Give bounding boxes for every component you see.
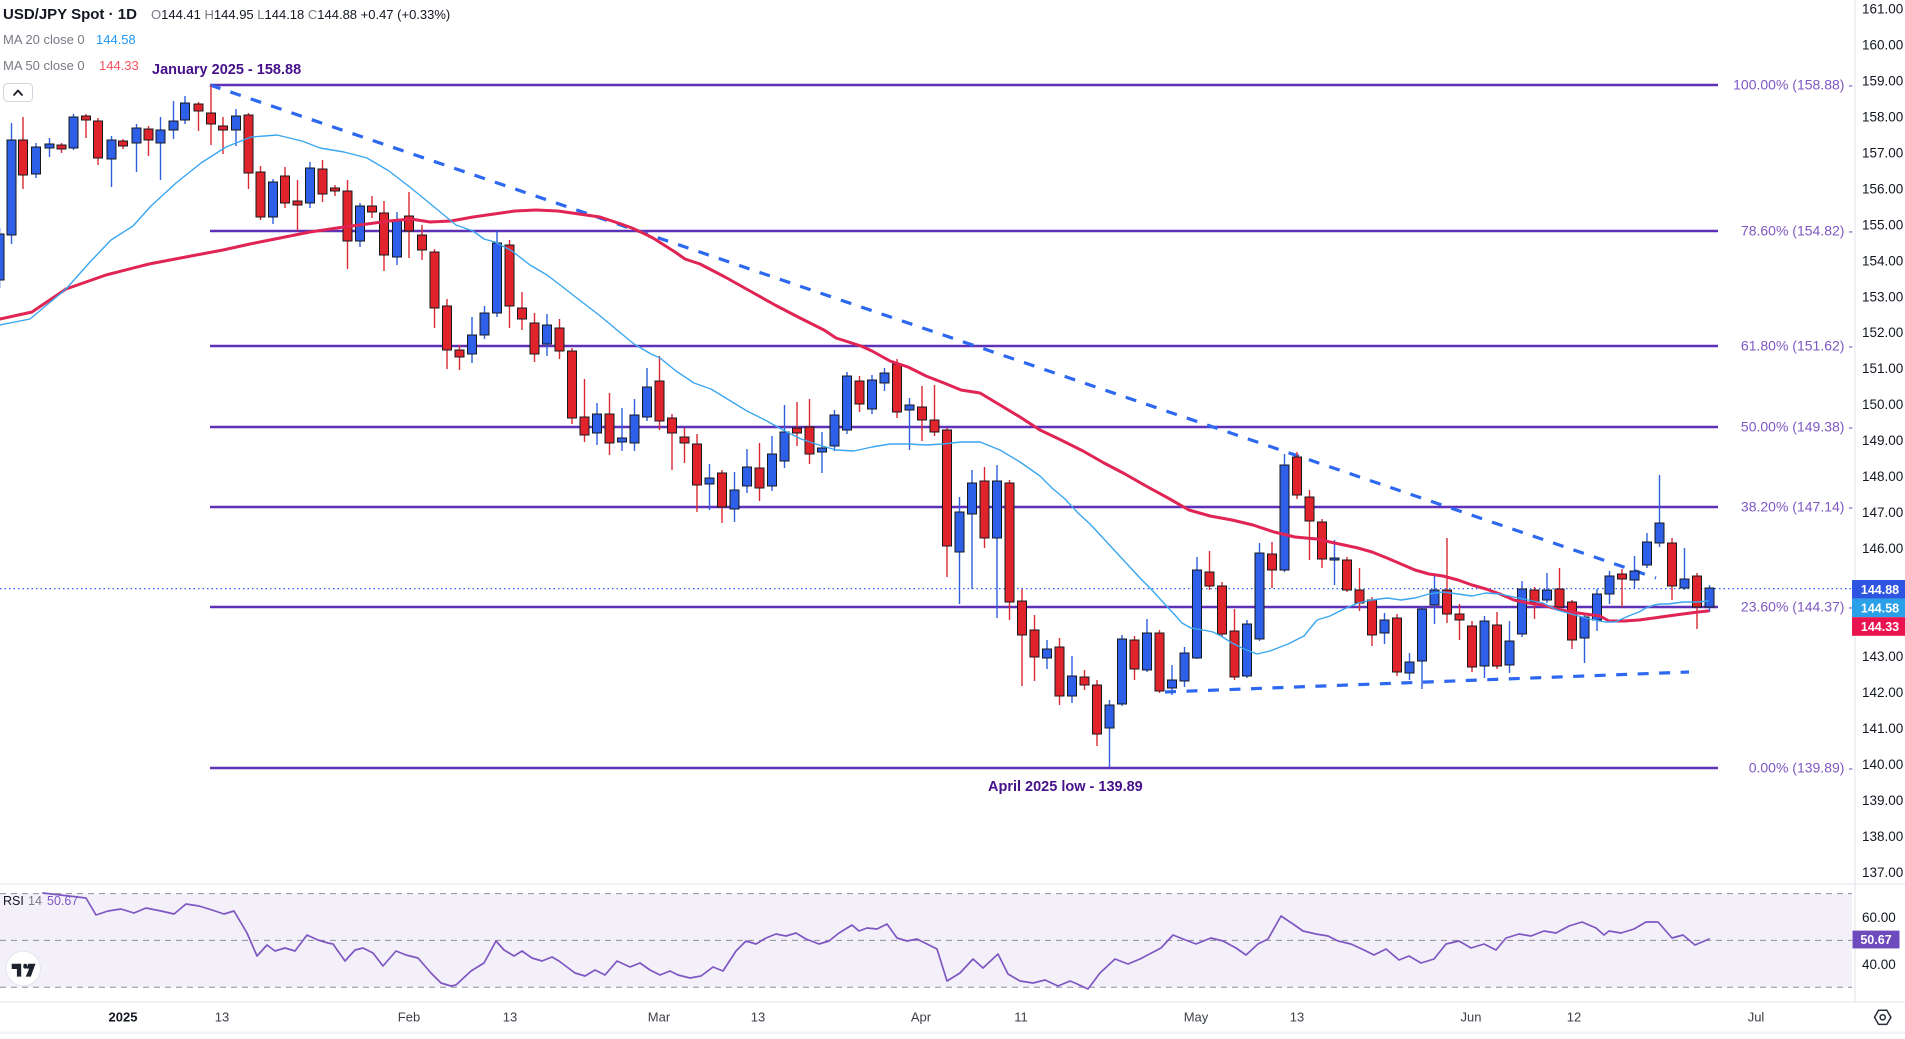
svg-text:147.00: 147.00 [1862,505,1903,520]
svg-text:151.00: 151.00 [1862,361,1903,376]
svg-text:61.80% (151.62) -: 61.80% (151.62) - [1741,338,1853,354]
svg-text:13: 13 [751,1010,765,1025]
svg-text:0.00% (139.89) -: 0.00% (139.89) - [1749,760,1854,776]
svg-text:50.67: 50.67 [1860,933,1891,947]
svg-text:141.00: 141.00 [1862,721,1903,736]
svg-text:38.20% (147.14) -: 38.20% (147.14) - [1741,499,1853,515]
svg-text:January 2025 - 158.88: January 2025 - 158.88 [152,62,301,78]
svg-text:Jul: Jul [1748,1010,1765,1025]
svg-text:160.00: 160.00 [1862,38,1903,53]
svg-text:150.00: 150.00 [1862,397,1903,412]
svg-text:23.60% (144.37) -: 23.60% (144.37) - [1741,599,1853,615]
svg-text:RSI: RSI [3,894,24,908]
svg-text:April 2025 low - 139.89: April 2025 low - 139.89 [988,779,1143,795]
svg-text:139.00: 139.00 [1862,793,1903,808]
svg-text:60.00: 60.00 [1862,910,1896,925]
svg-text:138.00: 138.00 [1862,829,1903,844]
svg-text:Apr: Apr [911,1010,932,1025]
svg-text:137.00: 137.00 [1862,865,1903,880]
svg-text:100.00% (158.88) -: 100.00% (158.88) - [1733,77,1853,93]
svg-text:156.00: 156.00 [1862,181,1903,196]
svg-text:13: 13 [1290,1010,1304,1025]
svg-text:149.00: 149.00 [1862,433,1903,448]
svg-text:144.33: 144.33 [1861,620,1899,634]
svg-text:14: 14 [28,894,42,908]
svg-text:USD/JPY Spot · 1D: USD/JPY Spot · 1D [3,6,137,23]
svg-text:143.00: 143.00 [1862,649,1903,664]
svg-text:11: 11 [1014,1010,1028,1025]
svg-text:153.00: 153.00 [1862,289,1903,304]
svg-text:Mar: Mar [648,1010,671,1025]
svg-text:144.58: 144.58 [96,32,136,47]
svg-text:152.00: 152.00 [1862,325,1903,340]
svg-text:78.60% (154.82) -: 78.60% (154.82) - [1741,223,1853,239]
svg-text:158.00: 158.00 [1862,109,1903,124]
svg-text:12: 12 [1567,1010,1581,1025]
svg-text:13: 13 [215,1010,229,1025]
svg-text:161.00: 161.00 [1862,2,1903,17]
svg-text:144.33: 144.33 [99,58,139,73]
svg-text:40.00: 40.00 [1862,957,1896,972]
svg-text:146.00: 146.00 [1862,541,1903,556]
svg-text:Feb: Feb [398,1010,420,1025]
svg-text:Jun: Jun [1461,1010,1482,1025]
svg-text:142.00: 142.00 [1862,685,1903,700]
svg-text:154.00: 154.00 [1862,253,1903,268]
svg-text:MA 50 close 0: MA 50 close 0 [3,58,85,73]
svg-text:May: May [1184,1010,1209,1025]
svg-text:148.00: 148.00 [1862,469,1903,484]
svg-text:144.88: 144.88 [1861,583,1899,597]
svg-text:159.00: 159.00 [1862,73,1903,88]
svg-text:144.58: 144.58 [1861,601,1899,615]
svg-text:157.00: 157.00 [1862,145,1903,160]
svg-text:2025: 2025 [109,1010,138,1025]
svg-text:O144.41 H144.95 L144.18 C144.8: O144.41 H144.95 L144.18 C144.88 +0.47 (+… [151,7,450,22]
svg-text:50.67: 50.67 [47,894,78,908]
svg-text:140.00: 140.00 [1862,757,1903,772]
svg-text:MA 20 close 0: MA 20 close 0 [3,32,85,47]
svg-text:50.00% (149.38) -: 50.00% (149.38) - [1741,419,1853,435]
svg-text:13: 13 [503,1010,517,1025]
svg-text:155.00: 155.00 [1862,217,1903,232]
